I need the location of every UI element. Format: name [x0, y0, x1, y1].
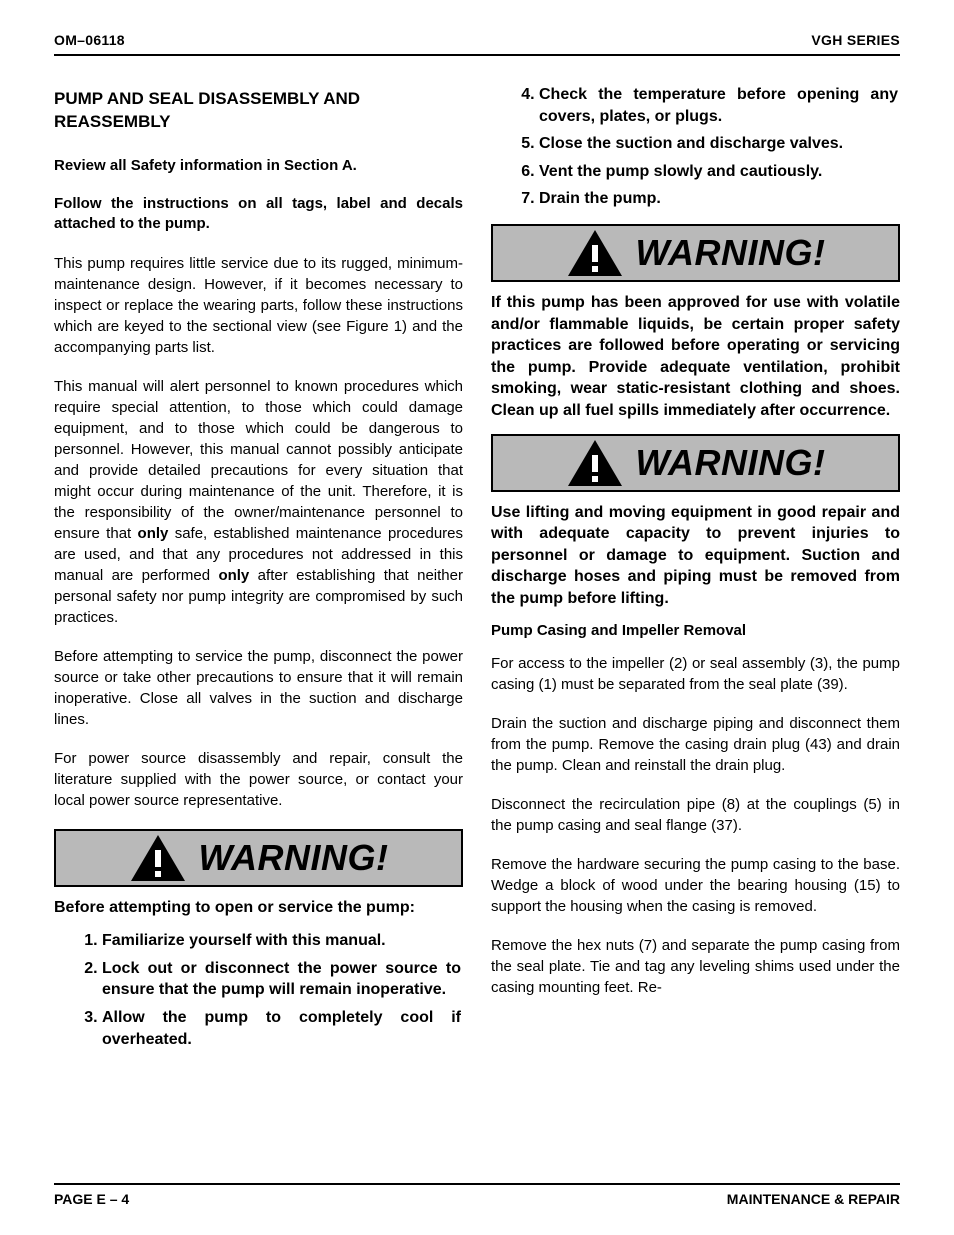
header-left: OM–06118: [54, 32, 125, 48]
paragraph-drain-piping: Drain the suction and discharge piping a…: [491, 713, 900, 776]
warning-block-lifting: Use lifting and moving equipment in good…: [491, 502, 900, 610]
warn-item-6: Vent the pump slowly and cautiously.: [539, 161, 900, 183]
left-column: PUMP AND SEAL DISASSEMBLY AND REASSEMBLY…: [54, 88, 463, 1183]
warning-block-flammable: If this pump has been approved for use w…: [491, 292, 900, 422]
warning-label: WARNING!: [636, 232, 826, 274]
p2-only1: only: [138, 525, 169, 542]
paragraph-impeller-access: For access to the impeller (2) or seal a…: [491, 653, 900, 695]
paragraph-alert: This manual will alert personnel to know…: [54, 376, 463, 628]
warn-item-3: Allow the pump to completely cool if ove…: [102, 1007, 463, 1050]
header-bar: OM–06118 VGH SERIES: [54, 32, 900, 56]
warning-box-1: WARNING!: [54, 829, 463, 887]
paragraph-remove-hardware: Remove the hardware securing the pump ca…: [491, 854, 900, 917]
warn-item-5: Close the suction and discharge valves.: [539, 133, 900, 155]
warning-label: WARNING!: [636, 442, 826, 484]
warning-triangle-icon: [566, 438, 624, 488]
warning-label: WARNING!: [199, 837, 389, 879]
footer-left: PAGE E – 4: [54, 1191, 129, 1207]
subheading-casing-removal: Pump Casing and Impeller Removal: [491, 622, 900, 639]
warning-list-4-7: Check the temperature before opening any…: [491, 84, 900, 210]
warning-intro: Before attempting to open or service the…: [54, 897, 463, 919]
footer-bar: PAGE E – 4 MAINTENANCE & REPAIR: [54, 1183, 900, 1207]
warning-list-1-3: Familiarize yourself with this manual. L…: [54, 930, 463, 1050]
warn-item-1: Familiarize yourself with this manual.: [102, 930, 463, 952]
paragraph-power-source: For power source disassembly and repair,…: [54, 748, 463, 811]
section-heading: PUMP AND SEAL DISASSEMBLY AND REASSEMBLY: [54, 88, 463, 134]
warn-item-2: Lock out or disconnect the power source …: [102, 958, 463, 1001]
header-right: VGH SERIES: [811, 32, 900, 48]
review-safety-line: Review all Safety information in Section…: [54, 156, 463, 176]
warning-triangle-icon: [129, 833, 187, 883]
warning-box-3: WARNING!: [491, 434, 900, 492]
paragraph-disconnect: Before attempting to service the pump, d…: [54, 646, 463, 730]
right-column: Check the temperature before opening any…: [491, 88, 900, 1183]
follow-instructions-line: Follow the instructions on all tags, lab…: [54, 194, 463, 235]
paragraph-recirc-pipe: Disconnect the recirculation pipe (8) at…: [491, 794, 900, 836]
paragraph-hex-nuts: Remove the hex nuts (7) and separate the…: [491, 935, 900, 998]
page: OM–06118 VGH SERIES PUMP AND SEAL DISASS…: [0, 0, 954, 1235]
paragraph-rugged: This pump requires little service due to…: [54, 253, 463, 358]
warning-triangle-icon: [566, 228, 624, 278]
warn-item-7: Drain the pump.: [539, 188, 900, 210]
p2-only2: only: [218, 567, 249, 584]
footer-right: MAINTENANCE & REPAIR: [727, 1191, 900, 1207]
warn-item-4: Check the temperature before opening any…: [539, 84, 900, 127]
content-area: PUMP AND SEAL DISASSEMBLY AND REASSEMBLY…: [54, 56, 900, 1183]
p2-a: This manual will alert personnel to know…: [54, 378, 463, 542]
warning-box-2: WARNING!: [491, 224, 900, 282]
